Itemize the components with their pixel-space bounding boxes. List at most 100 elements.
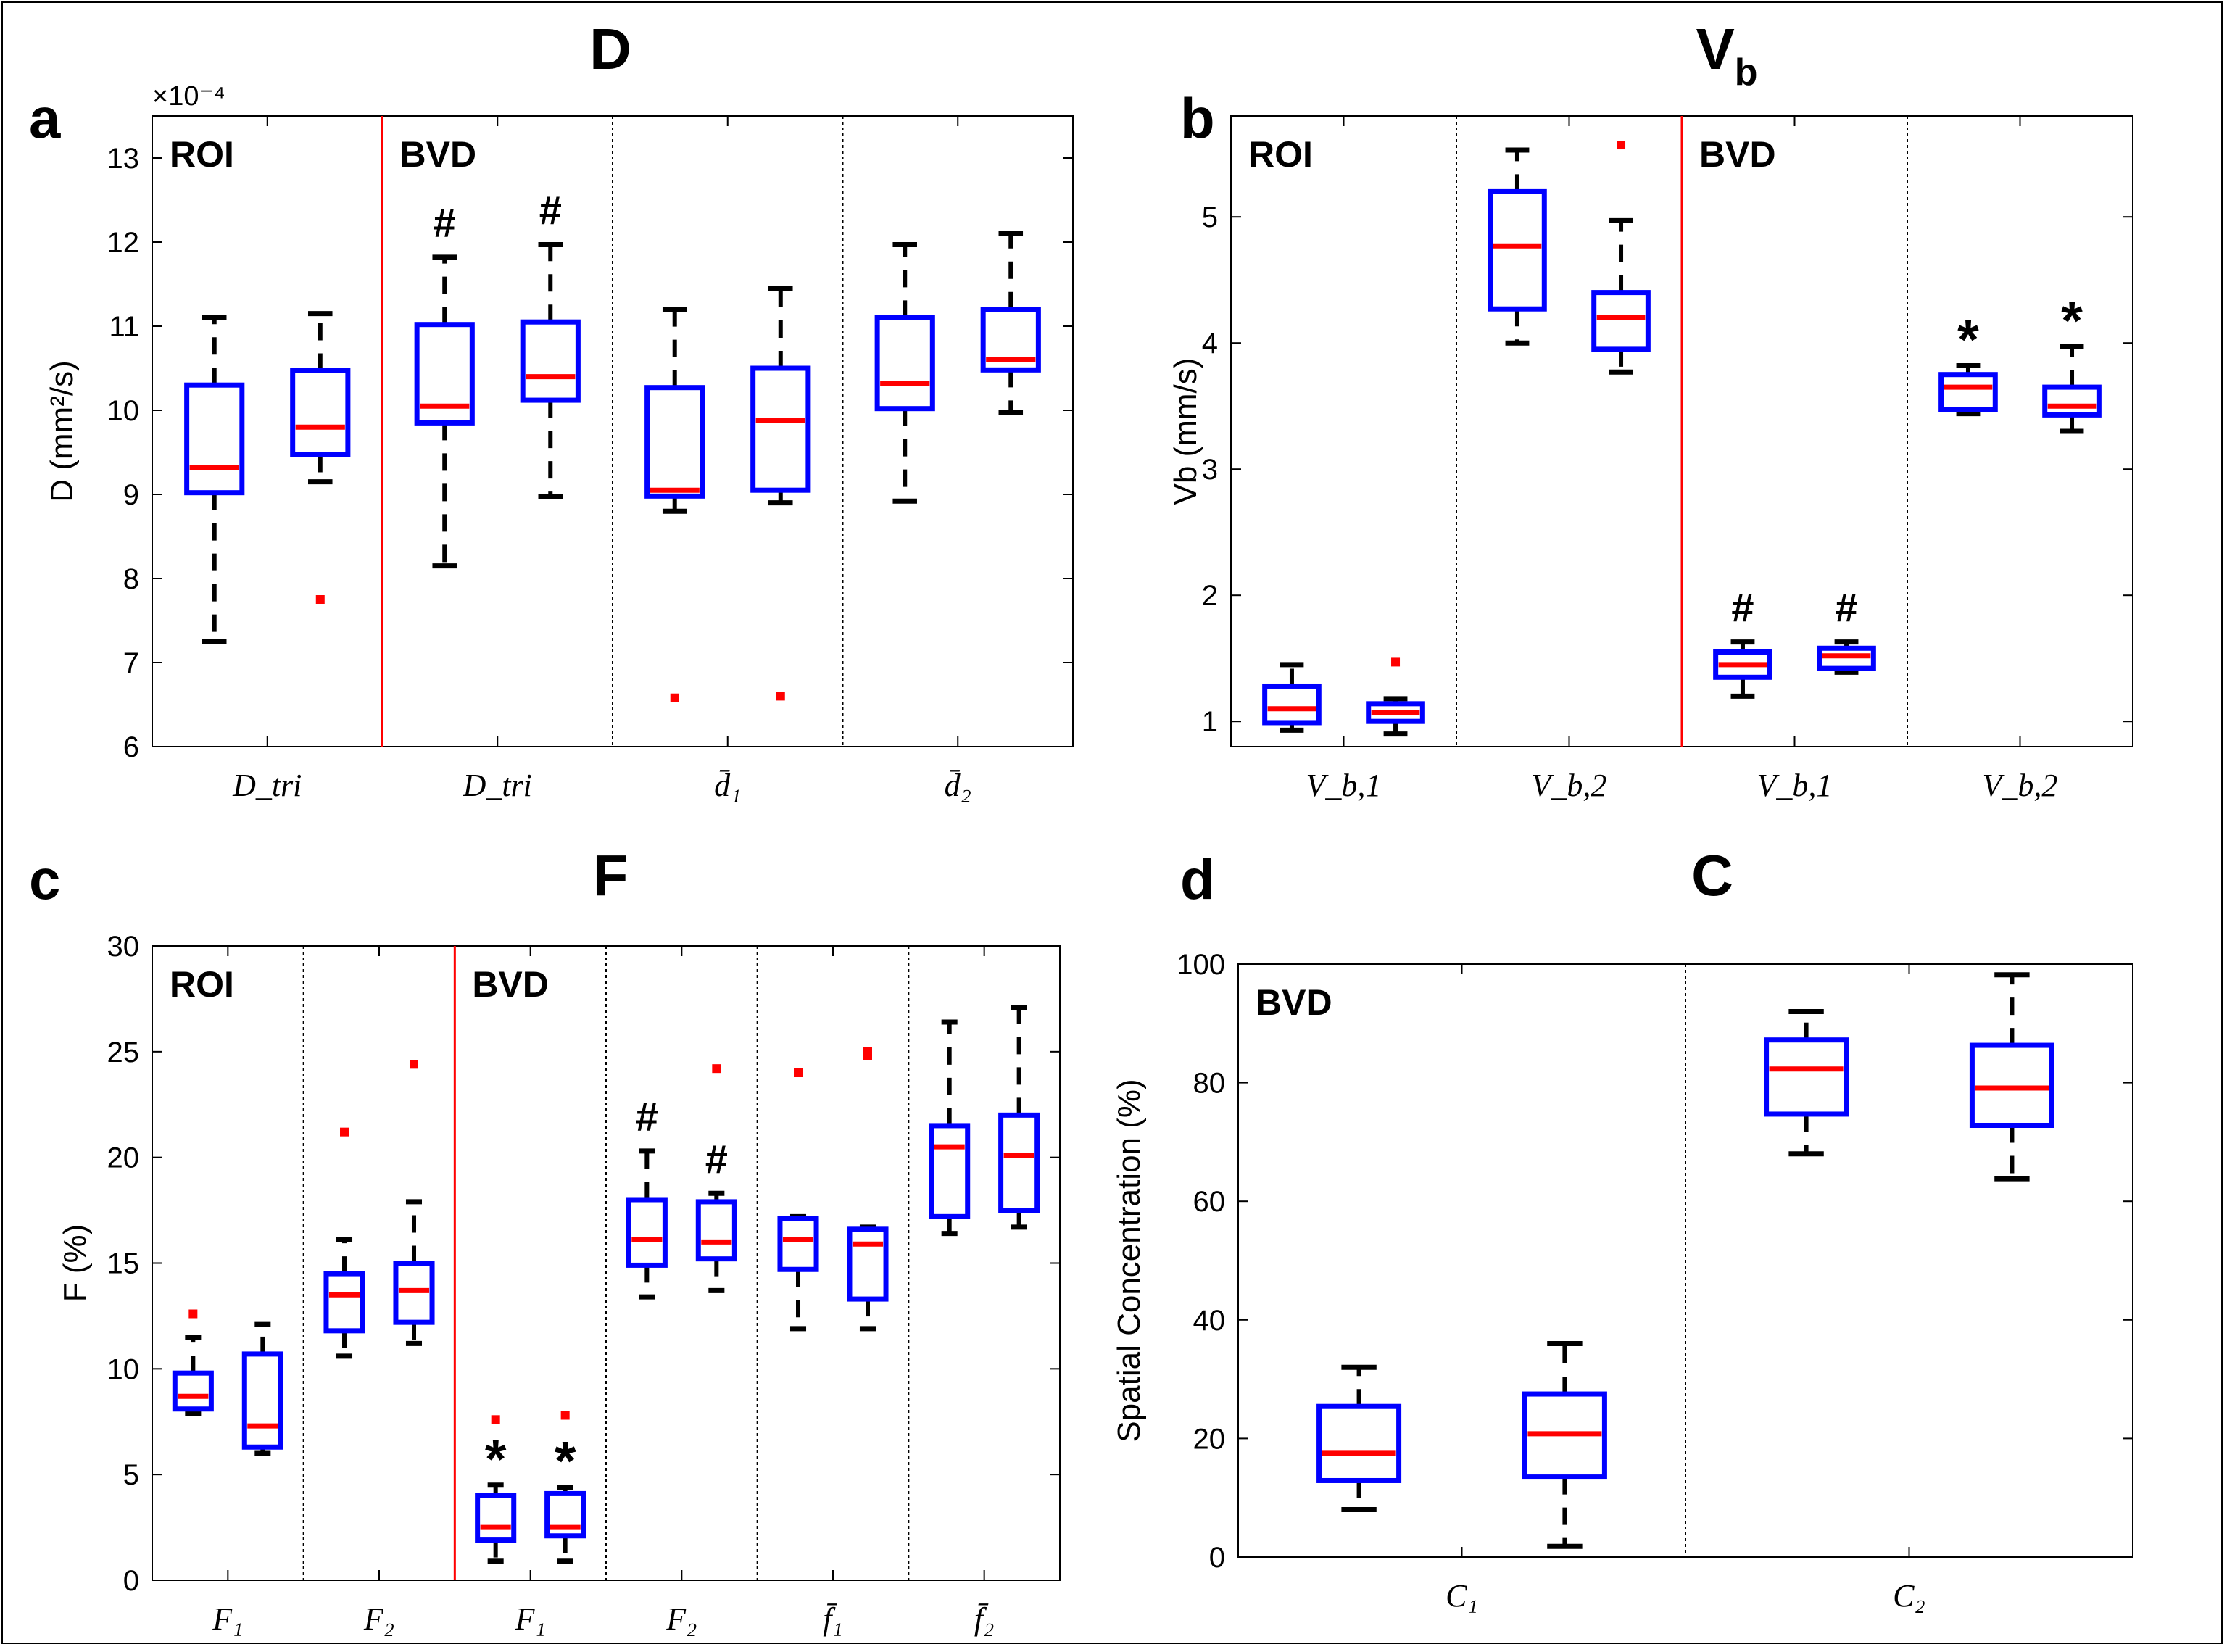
y-tick-label: 40 [1193, 1305, 1226, 1337]
iqr-box [874, 315, 935, 412]
panel-d: d C 0 20 40 60 80 100 Spatial Concentration (%) B… [1111, 843, 2133, 1614]
box-plot [847, 1047, 889, 1332]
iqr-box [644, 385, 705, 499]
region-label: BVD [400, 134, 477, 175]
iqr-box [475, 1493, 517, 1543]
significance-marker: * [2061, 290, 2083, 352]
outlier-point [1617, 141, 1626, 150]
box-plot [323, 1127, 365, 1359]
y-tick-label: 80 [1193, 1068, 1226, 1100]
panel-title: C [1691, 843, 1733, 908]
y-axis-label: Spatial Concentration (%) [1111, 1079, 1147, 1442]
iqr-box [241, 1351, 283, 1450]
outlier-point [863, 1047, 872, 1056]
box-plot [1969, 972, 2054, 1182]
iqr-box [1488, 188, 1547, 312]
box-plot: # [626, 1094, 668, 1300]
box-plot [184, 315, 245, 644]
y-tick-label: 100 [1177, 949, 1225, 981]
iqr-box [520, 319, 581, 403]
panel-letter: c [29, 847, 60, 911]
significance-marker: # [539, 187, 562, 233]
region-label: ROI [170, 134, 234, 175]
y-tick-label: 9 [123, 479, 139, 511]
significance-marker: * [555, 1431, 576, 1493]
region-label: BVD [1699, 134, 1776, 175]
y-tick-label: 11 [109, 311, 139, 343]
box-plot [1262, 662, 1322, 733]
region-label: BVD [472, 964, 549, 1005]
panel-c: c F 0 5 10 15 20 25 30 F (%) ROI BVD F₁ F₂ F₁ F₂ f̄₁ f̄₂ *… [29, 843, 1061, 1637]
iqr-box [998, 1112, 1040, 1213]
outlier-point [794, 1068, 803, 1077]
panel-a: a D 6 7 8 9 10 11 12 13 ×10⁻⁴ D (mm²/s) ROI BVD D_tri D… [29, 17, 1074, 803]
outlier-point [188, 1309, 198, 1319]
x-tick-label: f̄₁ [823, 1601, 843, 1637]
iqr-box [184, 382, 245, 496]
box-plot [290, 311, 351, 604]
x-tick-label: D_tri [232, 768, 302, 803]
box-plot [874, 241, 935, 504]
iqr-box [695, 1199, 737, 1262]
x-tick-label: F₂ [363, 1601, 394, 1637]
iqr-box [290, 368, 351, 457]
significance-marker: * [1957, 310, 1979, 371]
box-plot [1591, 141, 1651, 375]
box-plot [1366, 657, 1425, 737]
outlier-point [315, 595, 325, 604]
significance-marker: # [434, 200, 456, 246]
y-tick-label: 6 [123, 731, 139, 763]
region-label: BVD [1256, 982, 1332, 1023]
y-tick-label: 1 [1202, 706, 1218, 738]
x-tick-label: V_b,1 [1306, 768, 1382, 803]
x-tick-label: f̄₂ [974, 1601, 995, 1637]
box-plot [1316, 1364, 1402, 1513]
x-tick-label: D_tri [463, 768, 532, 803]
iqr-box [2042, 384, 2102, 418]
y-tick-label: 13 [107, 143, 140, 175]
y-scale-note: ×10⁻⁴ [152, 81, 225, 112]
region-label: ROI [170, 964, 234, 1005]
box-plot [1488, 147, 1547, 346]
box-plot [1764, 1008, 1849, 1157]
iqr-box [847, 1226, 889, 1302]
outlier-point [670, 693, 679, 702]
significance-marker: # [636, 1094, 658, 1140]
iqr-box [929, 1123, 971, 1219]
outlier-point [712, 1064, 721, 1074]
panel-letter: a [29, 86, 61, 150]
y-axis-label: D (mm²/s) [44, 360, 80, 502]
box-plot: # [414, 200, 475, 569]
box-plot [644, 307, 705, 702]
x-tick-label: V_b,1 [1757, 768, 1833, 803]
iqr-box [1764, 1037, 1849, 1117]
outlier-point [491, 1415, 500, 1424]
box-plot [393, 1060, 435, 1346]
iqr-box [1938, 372, 1998, 412]
y-tick-label: 10 [107, 1353, 140, 1385]
x-tick-label: F₁ [212, 1601, 243, 1637]
y-tick-label: 12 [107, 227, 140, 259]
x-tick-label: C₁ [1446, 1578, 1478, 1614]
y-tick-label: 20 [107, 1142, 140, 1174]
panel-letter: d [1180, 847, 1215, 911]
x-tick-label: d̄₂ [945, 768, 971, 803]
y-tick-label: 15 [107, 1248, 140, 1280]
outlier-point [409, 1060, 418, 1069]
x-tick-label: d̄₁ [714, 768, 741, 803]
significance-marker: # [1731, 585, 1754, 631]
box-plot [241, 1321, 283, 1456]
box-plot [1522, 1341, 1607, 1549]
x-tick-label: C₂ [1893, 1578, 1925, 1614]
iqr-box [1316, 1403, 1402, 1483]
box-plot: # [1817, 585, 1876, 675]
box-plot [750, 286, 811, 701]
iqr-box [777, 1216, 819, 1272]
outlier-point [1391, 657, 1401, 667]
iqr-box [1591, 290, 1651, 352]
y-tick-label: 60 [1193, 1186, 1226, 1218]
panel-letter: b [1180, 86, 1215, 150]
box-plot [172, 1309, 214, 1416]
panel-title: F [593, 843, 629, 908]
